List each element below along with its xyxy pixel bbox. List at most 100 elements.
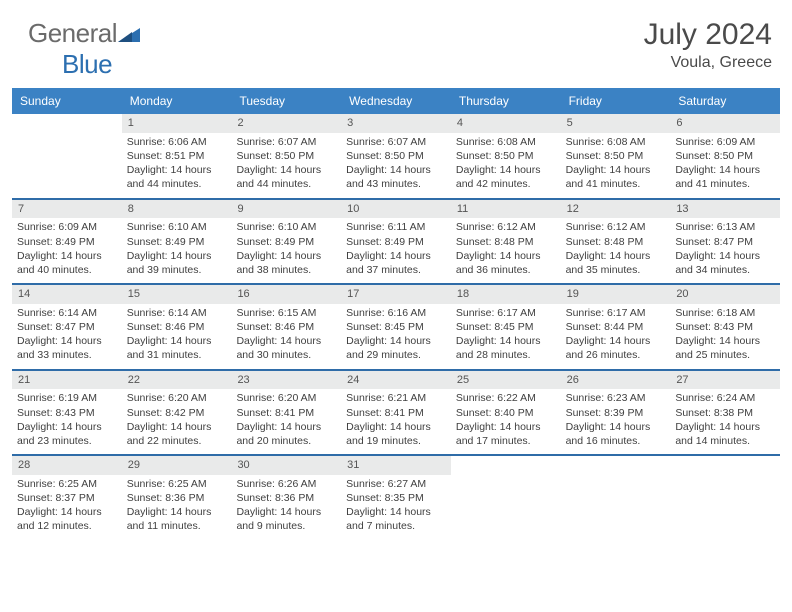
sunrise-line: Sunrise: 6:07 AM — [346, 135, 446, 149]
day-header: Thursday — [451, 88, 561, 114]
sunset-line: Sunset: 8:37 PM — [17, 491, 117, 505]
day-body: Sunrise: 6:06 AMSunset: 8:51 PMDaylight:… — [122, 133, 232, 198]
day-body: Sunrise: 6:12 AMSunset: 8:48 PMDaylight:… — [451, 218, 561, 283]
day-number: 16 — [231, 285, 341, 304]
daylight-line-2: and 40 minutes. — [17, 263, 117, 277]
sunset-line: Sunset: 8:49 PM — [346, 235, 446, 249]
brand-triangle-icon — [118, 18, 140, 49]
sunrise-line: Sunrise: 6:24 AM — [675, 391, 775, 405]
day-number: 10 — [341, 200, 451, 219]
daylight-line-1: Daylight: 14 hours — [456, 334, 556, 348]
daylight-line-2: and 25 minutes. — [675, 348, 775, 362]
sunrise-line: Sunrise: 6:22 AM — [456, 391, 556, 405]
daylight-line-1: Daylight: 14 hours — [346, 505, 446, 519]
daylight-line-1: Daylight: 14 hours — [127, 505, 227, 519]
day-number: 21 — [12, 371, 122, 390]
day-number: 18 — [451, 285, 561, 304]
daylight-line-1: Daylight: 14 hours — [566, 249, 666, 263]
day-body: Sunrise: 6:25 AMSunset: 8:36 PMDaylight:… — [122, 475, 232, 540]
day-number: 9 — [231, 200, 341, 219]
brand-logo: GeneralBlue — [28, 18, 140, 80]
week-row: 21Sunrise: 6:19 AMSunset: 8:43 PM Dayligh… — [12, 371, 780, 457]
daylight-line-2: and 19 minutes. — [346, 434, 446, 448]
day-number: 23 — [231, 371, 341, 390]
day-number: 6 — [670, 114, 780, 133]
day-number: 13 — [670, 200, 780, 219]
daylight-line-2: and 9 minutes. — [236, 519, 336, 533]
day-cell — [670, 456, 780, 540]
page-header: GeneralBlue July 2024 Voula, Greece — [0, 0, 792, 88]
day-cell: 30Sunrise: 6:26 AMSunset: 8:36 PMDayligh… — [231, 456, 341, 540]
sunrise-line: Sunrise: 6:20 AM — [127, 391, 227, 405]
daylight-line-2: and 11 minutes. — [127, 519, 227, 533]
sunrise-line: Sunrise: 6:14 AM — [17, 306, 117, 320]
day-cell: 18Sunrise: 6:17 AMSunset: 8:45 PMDayligh… — [451, 285, 561, 369]
daylight-line-2: and 12 minutes. — [17, 519, 117, 533]
day-cell: 20Sunrise: 6:18 AMSunset: 8:43 PMDayligh… — [670, 285, 780, 369]
daylight-line-2: and 23 minutes. — [17, 434, 117, 448]
daylight-line-1: Daylight: 14 hours — [346, 334, 446, 348]
day-cell: 31Sunrise: 6:27 AMSunset: 8:35 PMDayligh… — [341, 456, 451, 540]
daylight-line-1: Daylight: 14 hours — [675, 420, 775, 434]
sunrise-line: Sunrise: 6:10 AM — [127, 220, 227, 234]
daylight-line-2: and 42 minutes. — [456, 177, 556, 191]
daylight-line-2: and 14 minutes. — [675, 434, 775, 448]
title-block: July 2024 Voula, Greece — [644, 18, 772, 72]
sunset-line: Sunset: 8:50 PM — [456, 149, 556, 163]
sunrise-line: Sunrise: 6:08 AM — [566, 135, 666, 149]
sunset-line: Sunset: 8:50 PM — [236, 149, 336, 163]
day-cell: 14Sunrise: 6:14 AMSunset: 8:47 PMDayligh… — [12, 285, 122, 369]
day-number: 2 — [231, 114, 341, 133]
daylight-line-2: and 37 minutes. — [346, 263, 446, 277]
sunrise-line: Sunrise: 6:20 AM — [236, 391, 336, 405]
sunset-line: Sunset: 8:43 PM — [17, 406, 117, 420]
sunset-line: Sunset: 8:45 PM — [456, 320, 556, 334]
week-row: 14Sunrise: 6:14 AMSunset: 8:47 PMDayligh… — [12, 285, 780, 371]
day-number: 31 — [341, 456, 451, 475]
day-cell: 13Sunrise: 6:13 AMSunset: 8:47 PMDayligh… — [670, 200, 780, 284]
sunrise-line: Sunrise: 6:19 AM — [17, 391, 117, 405]
sunset-line: Sunset: 8:41 PM — [346, 406, 446, 420]
day-number: 8 — [122, 200, 232, 219]
day-body: Sunrise: 6:26 AMSunset: 8:36 PMDaylight:… — [231, 475, 341, 540]
sunset-line: Sunset: 8:43 PM — [675, 320, 775, 334]
day-number: 1 — [122, 114, 232, 133]
daylight-line-1: Daylight: 14 hours — [566, 334, 666, 348]
daylight-line-1: Daylight: 14 hours — [346, 420, 446, 434]
sunset-line: Sunset: 8:41 PM — [236, 406, 336, 420]
day-body: Sunrise: 6:14 AMSunset: 8:46 PMDaylight:… — [122, 304, 232, 369]
month-title: July 2024 — [644, 18, 772, 52]
day-cell: 5Sunrise: 6:08 AMSunset: 8:50 PMDaylight… — [561, 114, 671, 198]
daylight-line-2: and 30 minutes. — [236, 348, 336, 362]
brand-word-1: General — [28, 18, 117, 48]
daylight-line-2: and 41 minutes. — [566, 177, 666, 191]
sunrise-line: Sunrise: 6:13 AM — [675, 220, 775, 234]
day-body: Sunrise: 6:07 AMSunset: 8:50 PMDaylight:… — [341, 133, 451, 198]
daylight-line-1: Daylight: 14 hours — [566, 163, 666, 177]
day-cell: 9Sunrise: 6:10 AMSunset: 8:49 PMDaylight… — [231, 200, 341, 284]
sunset-line: Sunset: 8:47 PM — [17, 320, 117, 334]
daylight-line-1: Daylight: 14 hours — [456, 249, 556, 263]
daylight-line-1: Daylight: 14 hours — [675, 334, 775, 348]
sunrise-line: Sunrise: 6:06 AM — [127, 135, 227, 149]
sunset-line: Sunset: 8:36 PM — [127, 491, 227, 505]
day-body: Sunrise: 6:16 AMSunset: 8:45 PMDaylight:… — [341, 304, 451, 369]
day-body: Sunrise: 6:15 AMSunset: 8:46 PMDaylight:… — [231, 304, 341, 369]
sunrise-line: Sunrise: 6:08 AM — [456, 135, 556, 149]
daylight-line-2: and 31 minutes. — [127, 348, 227, 362]
daylight-line-1: Daylight: 14 hours — [346, 163, 446, 177]
daylight-line-2: and 26 minutes. — [566, 348, 666, 362]
day-cell: 3Sunrise: 6:07 AMSunset: 8:50 PMDaylight… — [341, 114, 451, 198]
sunrise-line: Sunrise: 6:26 AM — [236, 477, 336, 491]
sunrise-line: Sunrise: 6:27 AM — [346, 477, 446, 491]
daylight-line-2: and 22 minutes. — [127, 434, 227, 448]
sunrise-line: Sunrise: 6:17 AM — [566, 306, 666, 320]
day-header: Wednesday — [341, 88, 451, 114]
day-body: Sunrise: 6:27 AMSunset: 8:35 PMDaylight:… — [341, 475, 451, 540]
day-body: Sunrise: 6:17 AMSunset: 8:45 PMDaylight:… — [451, 304, 561, 369]
daylight-line-2: and 16 minutes. — [566, 434, 666, 448]
day-cell: 21Sunrise: 6:19 AMSunset: 8:43 PMDayligh… — [12, 371, 122, 455]
daylight-line-2: and 33 minutes. — [17, 348, 117, 362]
day-number: 17 — [341, 285, 451, 304]
day-body: Sunrise: 6:23 AMSunset: 8:39 PMDaylight:… — [561, 389, 671, 454]
